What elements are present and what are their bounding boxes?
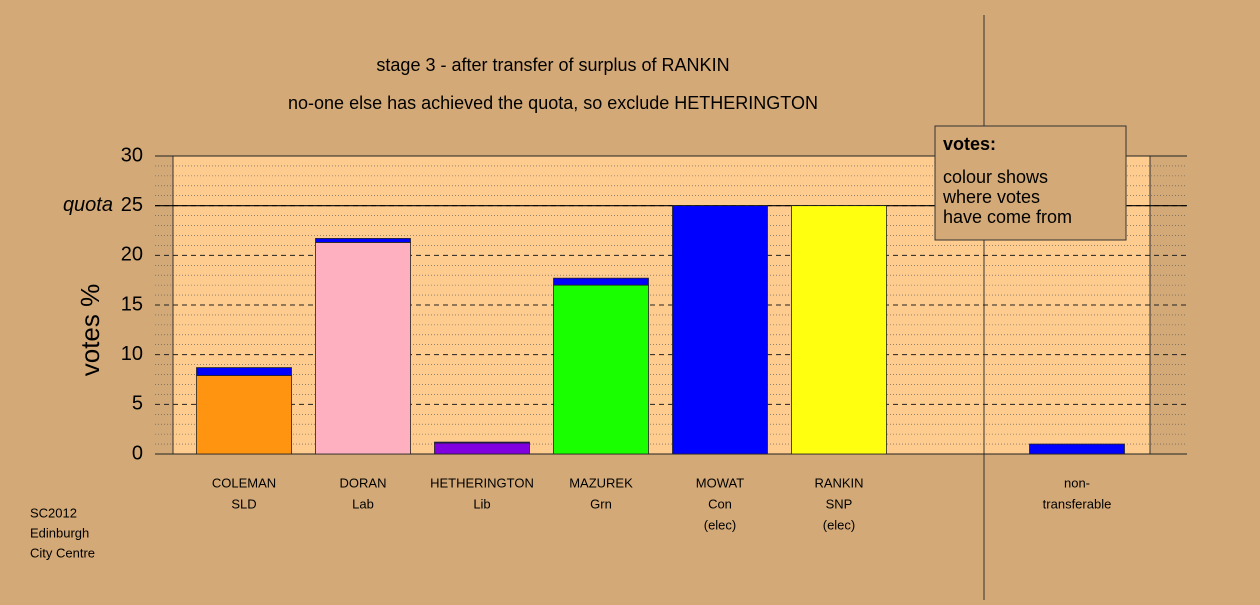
y-tick-label: 30 xyxy=(121,144,143,166)
x-tick-label: SLD xyxy=(231,496,256,511)
title: stage 3 - after transfer of surplus of R… xyxy=(376,55,729,75)
x-tick-label: (elec) xyxy=(823,517,856,532)
bar-segment xyxy=(434,441,530,444)
bar-segment xyxy=(791,205,887,455)
note-box xyxy=(934,125,1127,241)
x-tick-label: SNP xyxy=(826,496,853,511)
bar-segment xyxy=(196,367,292,376)
x-tick-label: DORAN xyxy=(340,475,387,490)
note-line: have come from xyxy=(943,207,1072,227)
x-tick-label: MOWAT xyxy=(696,475,744,490)
bar-segment xyxy=(434,442,530,455)
y-tick-label: 20 xyxy=(121,244,143,266)
bar-segment xyxy=(553,277,649,286)
x-tick-label: non- xyxy=(1064,475,1090,490)
note-title: votes: xyxy=(943,134,996,154)
subtitle: no-one else has achieved the quota, so e… xyxy=(288,93,818,113)
x-tick-label: HETHERINGTON xyxy=(430,475,534,490)
x-tick-label: transferable xyxy=(1043,496,1112,511)
bar-segment xyxy=(196,375,292,455)
x-tick-label: Grn xyxy=(590,496,612,511)
x-tick-label: COLEMAN xyxy=(212,475,276,490)
x-tick-label: Lab xyxy=(352,496,374,511)
quota-label: quota xyxy=(63,194,113,216)
note-line: where votes xyxy=(942,187,1040,207)
y-tick-label: 0 xyxy=(132,442,143,464)
x-tick-label: Con xyxy=(708,496,732,511)
note-line: colour shows xyxy=(943,167,1048,187)
y-tick-label: 25 xyxy=(121,194,143,216)
footer: City Centre xyxy=(30,545,95,560)
y-tick-label: 10 xyxy=(121,343,143,365)
footer: SC2012 xyxy=(30,505,77,520)
bar-segment xyxy=(672,205,768,455)
y-tick-label: 5 xyxy=(132,393,143,415)
bar-segment xyxy=(1029,443,1125,455)
y-tick-label: 15 xyxy=(121,293,143,315)
footer: Edinburgh xyxy=(30,525,89,540)
bar-segment xyxy=(315,238,411,243)
y-axis-label: votes % xyxy=(75,284,105,377)
x-tick-label: (elec) xyxy=(704,517,737,532)
bar-segment xyxy=(553,284,649,455)
bar-segment xyxy=(315,242,411,455)
x-tick-label: Lib xyxy=(473,496,490,511)
x-tick-label: RANKIN xyxy=(814,475,863,490)
x-tick-label: MAZUREK xyxy=(569,475,633,490)
